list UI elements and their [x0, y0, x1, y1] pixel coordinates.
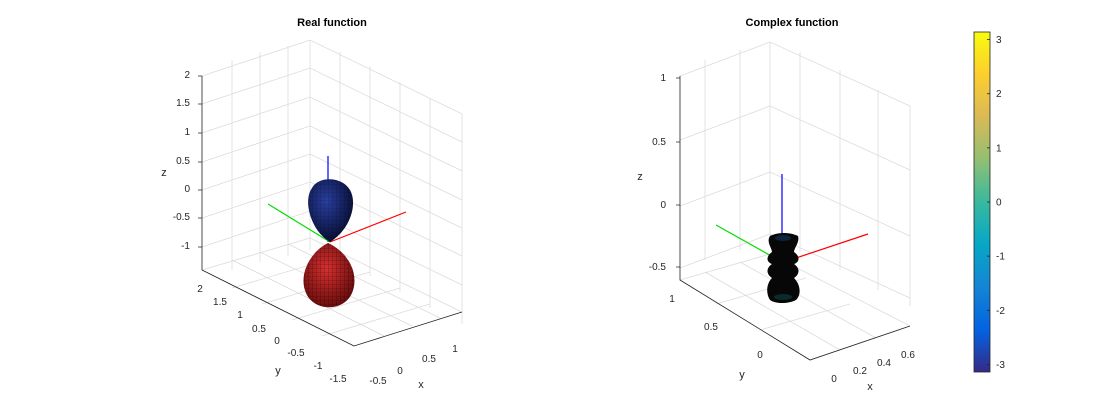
x-tick-label: 0.6 [901, 350, 915, 361]
colorbar-tick-label: -1 [996, 252, 1005, 263]
real-function-z-ticks: 2 1.5 1 0.5 0 -0.5 -1 [173, 70, 202, 252]
z-tick-label: -0.5 [649, 262, 667, 273]
y-tick-label: 1 [237, 310, 243, 321]
x-tick-label: 0.5 [422, 354, 436, 365]
real-function-x-ticks: -0.5 0 0.5 1 [369, 344, 458, 387]
complex-function-z-label: z [637, 171, 643, 183]
y-tick-label: 1 [669, 294, 675, 305]
z-tick-label: 0 [184, 184, 190, 195]
real-function-axes: Real function 2 1.5 1 0.5 0 -0.5 -1 [161, 17, 463, 391]
complex-function-x-label: x [867, 381, 873, 393]
real-x-axis-line [329, 211, 407, 243]
z-tick-label: 0 [660, 200, 666, 211]
real-function-y-ticks: 2 1.5 1 0.5 0 -0.5 -1 -1.5 [197, 284, 347, 385]
x-tick-label: 0 [397, 366, 403, 377]
complex-dumbbell-surface [767, 233, 800, 303]
real-y-axis-line [267, 203, 331, 243]
complex-function-y-label: y [739, 369, 745, 381]
colorbar-tick-label: 2 [996, 89, 1002, 100]
y-tick-label: 2 [197, 284, 203, 295]
colorbar-tick-label: -3 [996, 360, 1005, 371]
y-tick-label: 0.5 [252, 324, 266, 335]
x-tick-label: 0.4 [877, 358, 891, 369]
y-tick-label: -1.5 [329, 374, 347, 385]
z-tick-label: 2 [184, 70, 190, 81]
colorbar-tick-label: 1 [996, 143, 1002, 154]
colorbar: 3 2 1 0 -1 -2 -3 [973, 31, 1005, 373]
complex-function-axes: Complex function 1 0.5 0 -0.5 z 1 0.5 0 … [637, 17, 915, 393]
real-function-y-label: y [275, 365, 281, 377]
z-tick-label: 1 [184, 127, 190, 138]
real-function-z-label: z [161, 167, 167, 179]
complex-function-z-ticks: 1 0.5 0 -0.5 [649, 73, 680, 273]
complex-function-grid [679, 41, 911, 361]
colorbar-tick-label: 3 [996, 35, 1002, 46]
colorbar-ticks: 3 2 1 0 -1 -2 -3 [987, 35, 1005, 371]
complex-function-title: Complex function [746, 17, 839, 29]
colorbar-tick-label: 0 [996, 198, 1002, 209]
x-tick-label: 0.2 [853, 366, 867, 377]
y-tick-label: -1 [314, 361, 323, 372]
y-tick-label: 0 [757, 350, 763, 361]
real-function-title: Real function [297, 17, 367, 29]
z-tick-label: 1 [660, 73, 666, 84]
y-tick-label: -0.5 [287, 348, 305, 359]
z-tick-label: -1 [181, 241, 190, 252]
colorbar-tick-label: -2 [996, 306, 1005, 317]
real-function-x-label: x [418, 379, 424, 391]
real-function-box [201, 76, 463, 347]
complex-function-y-ticks: 1 0.5 0 [669, 294, 763, 361]
y-tick-label: 0 [274, 336, 280, 347]
z-tick-label: 1.5 [176, 98, 190, 109]
x-tick-label: 0 [831, 374, 837, 385]
z-tick-label: 0.5 [176, 156, 190, 167]
z-tick-label: -0.5 [173, 212, 191, 223]
y-tick-label: 1.5 [213, 297, 227, 308]
complex-function-box [679, 76, 911, 361]
x-tick-label: 1 [452, 344, 458, 355]
complex-function-x-ticks: 0 0.2 0.4 0.6 [831, 350, 915, 385]
z-tick-label: 0.5 [652, 137, 666, 148]
y-tick-label: 0.5 [704, 322, 718, 333]
x-tick-label: -0.5 [369, 376, 387, 387]
